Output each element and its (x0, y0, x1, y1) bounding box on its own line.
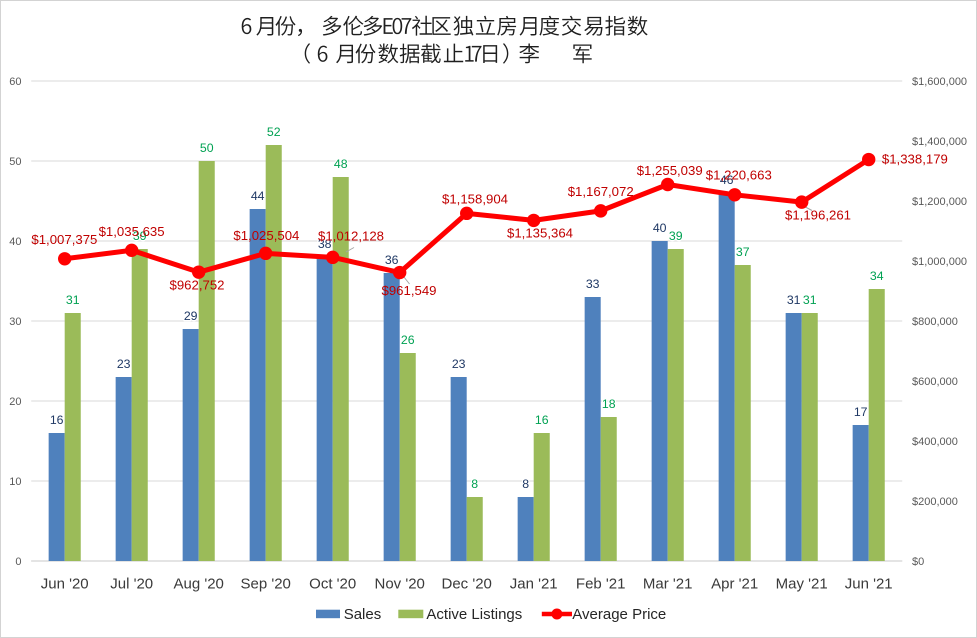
svg-text:$1,158,904: $1,158,904 (442, 192, 508, 207)
svg-text:$1,196,261: $1,196,261 (785, 208, 851, 223)
svg-text:8: 8 (471, 477, 478, 491)
svg-text:$1,200,000: $1,200,000 (912, 196, 967, 208)
svg-text:Jul '20: Jul '20 (110, 576, 153, 593)
svg-text:17: 17 (854, 405, 868, 419)
svg-text:$1,012,128: $1,012,128 (318, 229, 384, 244)
svg-text:Average Price: Average Price (572, 606, 666, 623)
svg-text:31: 31 (803, 293, 817, 307)
svg-text:31: 31 (66, 293, 80, 307)
svg-text:$1,025,504: $1,025,504 (233, 228, 299, 243)
svg-text:16: 16 (535, 413, 549, 427)
svg-text:38: 38 (318, 237, 332, 251)
svg-text:18: 18 (602, 397, 616, 411)
svg-text:31: 31 (787, 293, 801, 307)
svg-text:$1,167,072: $1,167,072 (568, 184, 634, 199)
svg-text:26: 26 (401, 333, 415, 347)
svg-text:$0: $0 (912, 556, 924, 568)
svg-text:$800,000: $800,000 (912, 316, 958, 328)
svg-text:Dec '20: Dec '20 (442, 576, 492, 593)
svg-text:44: 44 (251, 189, 265, 203)
svg-text:48: 48 (334, 157, 348, 171)
svg-text:36: 36 (385, 253, 399, 267)
svg-text:$1,000,000: $1,000,000 (912, 256, 967, 268)
svg-text:$1,035,635: $1,035,635 (99, 224, 165, 239)
svg-text:May '21: May '21 (776, 576, 828, 593)
svg-text:33: 33 (586, 277, 600, 291)
svg-text:$1,338,179: $1,338,179 (882, 152, 948, 167)
svg-text:40: 40 (653, 221, 667, 235)
svg-text:$962,752: $962,752 (169, 278, 224, 293)
svg-text:Aug '20: Aug '20 (173, 576, 223, 593)
svg-text:Oct '20: Oct '20 (309, 576, 356, 593)
svg-text:Sep '20: Sep '20 (240, 576, 290, 593)
svg-text:29: 29 (184, 309, 198, 323)
svg-text:39: 39 (133, 229, 147, 243)
svg-text:37: 37 (736, 245, 750, 259)
svg-text:$1,135,364: $1,135,364 (507, 226, 573, 241)
svg-text:16: 16 (50, 413, 64, 427)
svg-text:Feb '21: Feb '21 (576, 576, 626, 593)
svg-text:10: 10 (9, 476, 21, 488)
svg-text:34: 34 (870, 269, 884, 283)
svg-text:46: 46 (720, 173, 734, 187)
svg-text:Jan '21: Jan '21 (510, 576, 558, 593)
svg-text:Apr '21: Apr '21 (711, 576, 758, 593)
svg-text:50: 50 (200, 141, 214, 155)
svg-text:$200,000: $200,000 (912, 496, 958, 508)
svg-text:Nov '20: Nov '20 (375, 576, 425, 593)
svg-text:$1,400,000: $1,400,000 (912, 136, 967, 148)
svg-text:40: 40 (9, 236, 21, 248)
svg-text:39: 39 (669, 229, 683, 243)
svg-text:$600,000: $600,000 (912, 376, 958, 388)
svg-text:Sales: Sales (344, 606, 382, 623)
svg-text:30: 30 (9, 316, 21, 328)
svg-text:0: 0 (15, 556, 21, 568)
svg-text:Mar '21: Mar '21 (643, 576, 693, 593)
svg-text:60: 60 (9, 76, 21, 88)
svg-text:23: 23 (117, 357, 131, 371)
svg-text:$1,600,000: $1,600,000 (912, 76, 967, 88)
svg-text:$1,007,375: $1,007,375 (31, 232, 97, 247)
svg-text:23: 23 (452, 357, 466, 371)
svg-text:20: 20 (9, 396, 21, 408)
svg-text:8: 8 (522, 477, 529, 491)
svg-text:Jun '20: Jun '20 (41, 576, 89, 593)
svg-text:$1,255,039: $1,255,039 (637, 163, 703, 178)
svg-text:$1,220,663: $1,220,663 (706, 168, 772, 183)
svg-text:52: 52 (267, 125, 281, 139)
svg-text:Jun '21: Jun '21 (845, 576, 893, 593)
svg-text:Active Listings: Active Listings (426, 606, 522, 623)
svg-text:$400,000: $400,000 (912, 436, 958, 448)
svg-text:50: 50 (9, 156, 21, 168)
svg-text:$961,549: $961,549 (381, 283, 436, 298)
